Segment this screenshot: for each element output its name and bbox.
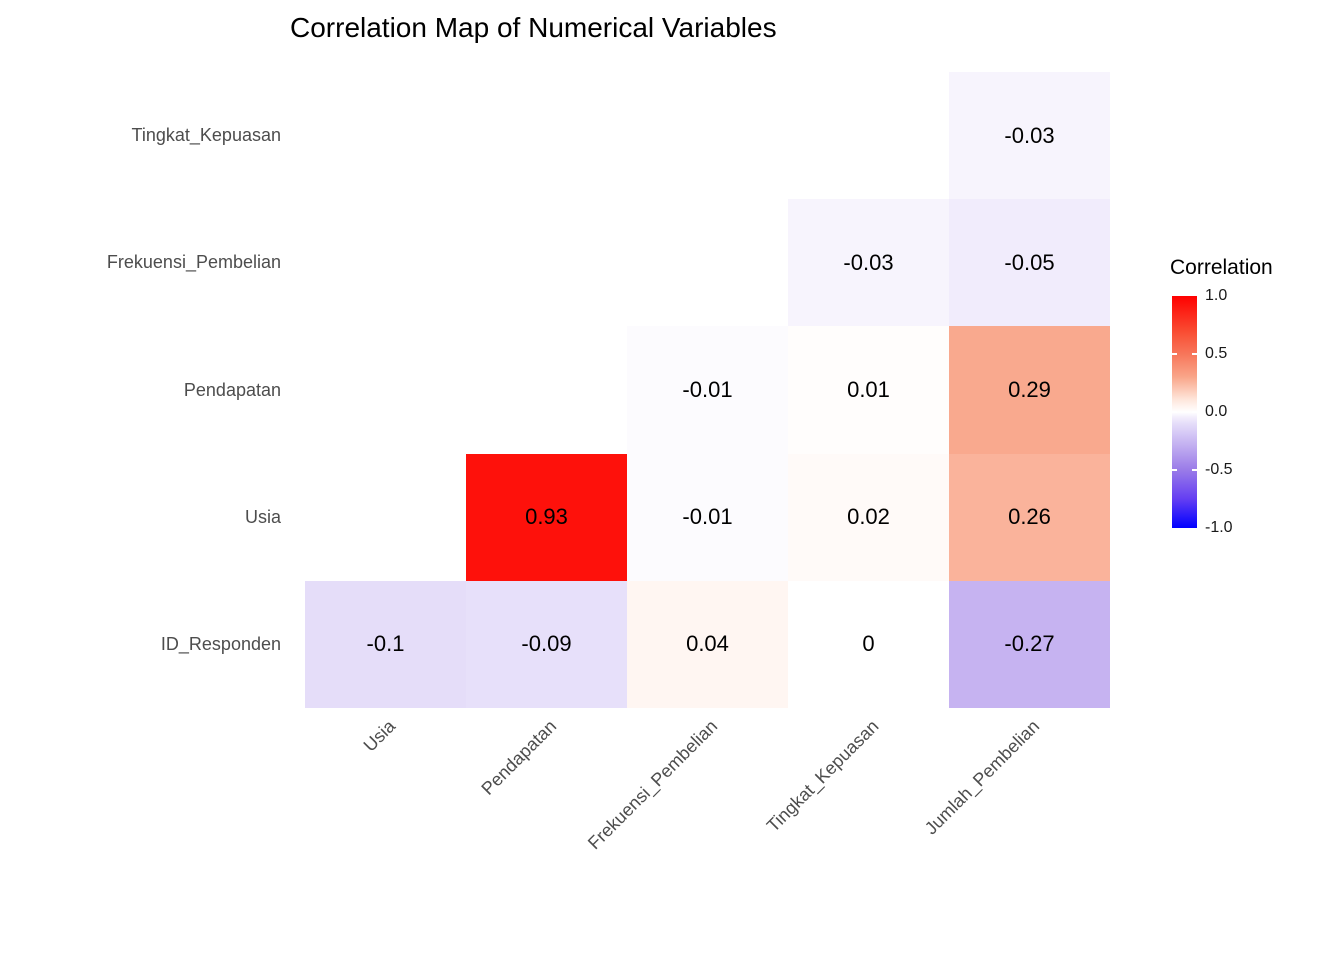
legend-tick-mark	[1192, 353, 1197, 355]
legend-tick-label: 1.0	[1205, 287, 1228, 304]
x-axis-label: Usia	[360, 716, 400, 756]
heatmap-cell: -0.01	[627, 326, 788, 454]
cell-value: -0.05	[1004, 249, 1055, 275]
x-axis-label: Tingkat_Kepuasan	[762, 716, 883, 836]
legend-tick-mark	[1192, 411, 1197, 413]
x-axis-label: Jumlah_Pembelian	[921, 716, 1044, 839]
x-axis-label: Frekuensi_Pembelian	[584, 716, 722, 854]
heatmap-cell: 0.01	[788, 326, 949, 454]
heatmap-cell: 0.93	[466, 453, 627, 581]
legend-tick-mark	[1172, 411, 1177, 413]
cell-value: -0.27	[1004, 631, 1055, 657]
heatmap-cell: 0.26	[949, 453, 1110, 581]
heatmap-cell: -0.27	[949, 580, 1110, 708]
heatmap-cell: -0.1	[305, 580, 466, 708]
cell-value: 0	[862, 631, 875, 657]
cell-value: 0.93	[525, 504, 568, 530]
cell-value: -0.01	[682, 376, 733, 402]
cell-value: 0.26	[1008, 504, 1051, 530]
heatmap-cell: 0.04	[627, 580, 788, 708]
cell-value: 0.01	[847, 376, 890, 402]
legend-tick-label: -0.5	[1205, 461, 1233, 478]
heatmap-cell: 0	[788, 580, 949, 708]
legend-tick-mark	[1172, 469, 1177, 471]
y-axis-label: Pendapatan	[183, 379, 281, 400]
cell-value: -0.01	[682, 504, 733, 530]
heatmap-cell: 0.29	[949, 326, 1110, 454]
y-axis-label: Usia	[244, 506, 281, 527]
heatmap-cell: 0.02	[788, 453, 949, 581]
cell-value: -0.03	[843, 249, 894, 275]
y-axis-label: ID_Responden	[160, 633, 281, 654]
heatmap-cell: -0.05	[949, 199, 1110, 327]
heatmap-cell: -0.03	[788, 199, 949, 327]
heatmap-cell: -0.03	[949, 72, 1110, 200]
legend-tick-mark	[1192, 469, 1197, 471]
cell-value: 0.29	[1008, 376, 1051, 402]
legend-tick-label: -1.0	[1205, 519, 1233, 536]
heatmap-grid: -0.03 -0.03 -0.05 -0.01 0.01 0.29 0.93 -0.01 0.0…	[305, 72, 1110, 708]
cell-value: -0.09	[521, 631, 572, 657]
y-axis-label: Tingkat_Kepuasan	[131, 125, 281, 146]
y-axis-labels: Tingkat_Kepuasan Frekuensi_Pembelian Penda…	[0, 72, 281, 708]
legend-tick-mark	[1172, 353, 1177, 355]
legend-tick-label: 0.0	[1205, 403, 1228, 420]
x-axis-label: Pendapatan	[477, 716, 561, 799]
chart-title: Correlation Map of Numerical Variables	[290, 12, 777, 43]
cell-value: 0.02	[847, 504, 890, 530]
heatmap-cell: -0.01	[627, 453, 788, 581]
heatmap-cell: -0.09	[466, 580, 627, 708]
legend-tick-label: 0.5	[1205, 345, 1228, 362]
cell-value: -0.03	[1004, 122, 1055, 148]
legend-title: Correlation	[1170, 256, 1273, 279]
cell-value: 0.04	[686, 631, 729, 657]
cell-value: -0.1	[366, 631, 405, 657]
y-axis-label: Frekuensi_Pembelian	[106, 252, 281, 273]
